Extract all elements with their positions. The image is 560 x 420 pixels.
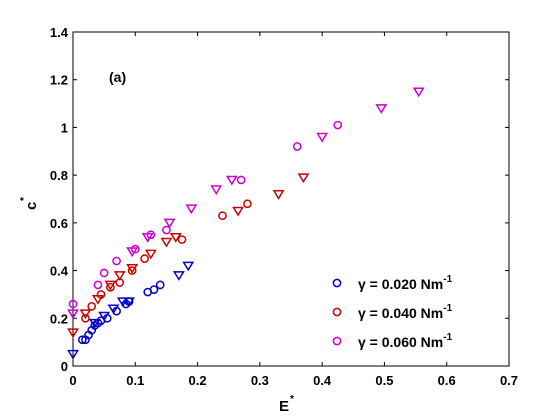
- x-tick-label: 0.1: [126, 373, 144, 388]
- y-tick-label: 0.4: [50, 264, 69, 279]
- data-point-triangle: [144, 249, 157, 260]
- data-point-triangle: [172, 271, 185, 281]
- data-point-circle: [68, 299, 78, 309]
- legend-label-superscript: -1: [443, 303, 452, 314]
- data-point-circle: [162, 225, 171, 235]
- legend-marker: [332, 278, 342, 288]
- data-point-triangle: [67, 328, 79, 339]
- data-point-circle: [130, 244, 140, 254]
- legend-label-text: γ = 0.020 Nm: [358, 276, 443, 292]
- data-point-triangle: [232, 206, 244, 217]
- legend-label: γ = 0.060 Nm-1: [358, 332, 453, 350]
- y-axis-label: c *: [19, 197, 40, 210]
- data-point-triangle: [88, 318, 101, 329]
- legend: γ = 0.020 Nm-1γ = 0.040 Nm-1γ = 0.060 Nm…: [332, 274, 453, 350]
- data-point-triangle: [185, 204, 198, 215]
- legend-label: γ = 0.040 Nm-1: [358, 303, 453, 321]
- legend-marker: [332, 336, 342, 346]
- data-point-triangle: [116, 297, 129, 308]
- data-point-triangle: [126, 247, 139, 258]
- data-point-triangle: [163, 218, 176, 229]
- x-axis-label-superscript: *: [290, 394, 294, 405]
- data-point-triangle: [107, 304, 120, 315]
- data-point-circle: [81, 313, 90, 323]
- data-point-circle: [87, 302, 97, 311]
- data-point-circle: [155, 280, 165, 290]
- x-axis-label: E *: [279, 394, 294, 415]
- panel-label: (a): [109, 69, 126, 85]
- data-point-triangle: [169, 232, 182, 243]
- data-point-triangle: [375, 104, 388, 114]
- legend-label-text: γ = 0.060 Nm: [358, 334, 443, 350]
- axis-ticks: 0 0.1 0.2 0.3 0.4 0.5 0.6 0.7 0 0.2 0.4 0.6 0.8 1 1.2 1…: [50, 25, 518, 388]
- legend-label: γ = 0.020 Nm-1: [358, 274, 453, 292]
- plot-area: [72, 31, 510, 367]
- legend-marker: [332, 307, 342, 317]
- data-point-circle: [127, 266, 137, 275]
- data-point-circle: [177, 235, 187, 244]
- data-point-circle: [236, 175, 246, 185]
- data-point-triangle: [316, 132, 329, 143]
- y-tick-label: 0.6: [50, 216, 68, 231]
- data-point-circle: [333, 120, 343, 130]
- data-point-triangle: [67, 349, 79, 360]
- x-tick-label: 0.4: [313, 373, 332, 388]
- y-axis-label-superscript: *: [19, 197, 30, 201]
- y-axis-label-text: c: [23, 202, 40, 210]
- data-point-circle: [243, 199, 252, 209]
- data-point-triangle: [182, 261, 195, 272]
- y-tick-label: 0.2: [50, 311, 68, 326]
- data-points: [67, 87, 425, 360]
- legend-label-text: γ = 0.040 Nm: [358, 305, 443, 321]
- data-point-triangle: [141, 232, 154, 243]
- data-point-circle: [106, 282, 115, 292]
- x-tick-label: 0.7: [500, 373, 518, 388]
- legend-label-superscript: -1: [443, 332, 452, 343]
- data-point-triangle: [272, 190, 285, 200]
- x-tick-label: 0.3: [251, 373, 269, 388]
- data-point-triangle: [67, 309, 79, 320]
- data-point-circle: [218, 211, 227, 221]
- data-point-circle: [112, 256, 121, 266]
- data-point-triangle: [160, 237, 173, 248]
- data-point-triangle: [123, 297, 135, 308]
- y-tick-label: 1.4: [50, 25, 69, 40]
- data-point-circle: [146, 230, 156, 240]
- data-point-triangle: [297, 173, 310, 184]
- data-point-circle: [140, 254, 149, 263]
- y-tick-label: 0.8: [50, 168, 68, 183]
- data-point-triangle: [104, 280, 117, 291]
- data-point-triangle: [210, 185, 223, 196]
- data-point-triangle: [412, 87, 425, 98]
- x-axis-label-text: E: [279, 398, 289, 415]
- y-tick-label: 0: [61, 359, 68, 374]
- legend-label-superscript: -1: [443, 274, 452, 285]
- x-tick-label: 0.6: [438, 373, 456, 388]
- data-point-circle: [149, 285, 159, 295]
- x-tick-label: 0.2: [189, 373, 207, 388]
- y-tick-label: 1.2: [50, 73, 68, 88]
- data-point-triangle: [79, 309, 92, 320]
- data-point-circle: [292, 142, 302, 151]
- data-point-triangle: [98, 311, 111, 322]
- data-point-triangle: [91, 295, 104, 305]
- data-point-circle: [99, 268, 109, 278]
- y-tick-label: 1: [61, 120, 68, 135]
- data-point-triangle: [113, 271, 126, 281]
- data-point-triangle: [126, 263, 139, 274]
- data-point-circle: [77, 335, 87, 345]
- data-point-triangle: [225, 175, 238, 186]
- data-point-circle: [93, 280, 103, 290]
- x-tick-label: 0.5: [375, 373, 393, 388]
- x-tick-label: 0: [69, 373, 76, 388]
